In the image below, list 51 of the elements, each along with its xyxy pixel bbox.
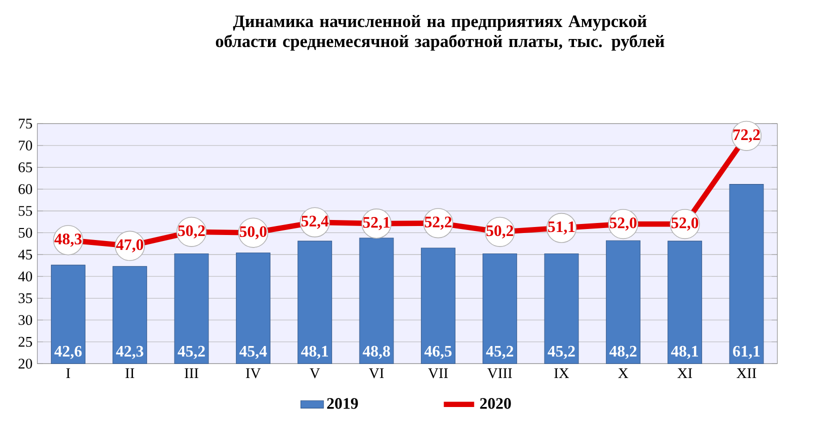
x-tick-label: VI bbox=[368, 368, 384, 378]
x-tick-label: VII bbox=[428, 368, 448, 378]
data-label: 47,0 bbox=[116, 239, 144, 252]
y-tick-label: 35 bbox=[18, 293, 32, 304]
data-label: 45,2 bbox=[178, 346, 205, 359]
data-label: 50,2 bbox=[178, 225, 205, 238]
x-tick-label: III bbox=[184, 368, 198, 378]
data-label: 52,1 bbox=[363, 217, 390, 230]
y-tick-label: 20 bbox=[18, 358, 32, 369]
data-label: 50,2 bbox=[486, 225, 514, 238]
data-label: 51,1 bbox=[548, 221, 575, 234]
y-tick-label: 55 bbox=[18, 206, 32, 216]
y-tick-label: 45 bbox=[18, 250, 32, 260]
data-label: 42,6 bbox=[54, 346, 82, 359]
data-label: 42,3 bbox=[116, 346, 144, 359]
data-label: 45,2 bbox=[486, 346, 514, 359]
legend-label: 2020 bbox=[480, 398, 511, 409]
y-tick-label: 50 bbox=[18, 228, 32, 238]
data-label: 52,2 bbox=[424, 216, 452, 230]
data-label: 48,1 bbox=[301, 346, 328, 359]
data-label: 61,1 bbox=[733, 346, 760, 359]
y-tick-label: 65 bbox=[18, 162, 32, 172]
data-label: 45,4 bbox=[239, 346, 267, 359]
y-tick-label: 60 bbox=[18, 184, 32, 194]
y-tick-label: 70 bbox=[18, 140, 32, 150]
data-label: 52,0 bbox=[671, 217, 698, 231]
y-tick-label: 30 bbox=[18, 315, 32, 325]
data-label: 45,2 bbox=[548, 346, 575, 359]
data-label: 48,8 bbox=[362, 346, 390, 359]
x-tick-label: IX bbox=[554, 368, 569, 378]
x-tick-label: IV bbox=[246, 368, 261, 378]
data-label: 46,5 bbox=[424, 346, 452, 359]
y-tick-label: 40 bbox=[18, 271, 32, 282]
x-tick-label: V bbox=[310, 368, 320, 378]
data-label: 72,2 bbox=[733, 129, 760, 142]
chart-title: Динамика начисленной на предприятиях Амурской области среднемесячной заработной платы, тыс. рублей bbox=[216, 15, 664, 51]
x-tick-label: X bbox=[618, 368, 628, 378]
data-label: 52,0 bbox=[610, 217, 637, 231]
x-tick-label: VIII bbox=[487, 368, 512, 378]
x-tick-label: XII bbox=[736, 368, 756, 378]
data-label: 48,2 bbox=[609, 346, 636, 359]
data-label: 52,4 bbox=[301, 216, 329, 229]
y-tick-label: 75 bbox=[18, 118, 32, 129]
x-tick-label: II bbox=[125, 368, 134, 378]
y-tick-label: 25 bbox=[18, 336, 32, 347]
x-tick-label: I bbox=[66, 368, 70, 378]
x-tick-label: XI bbox=[677, 368, 692, 378]
data-label: 48,3 bbox=[54, 234, 82, 247]
legend-label: 2019 bbox=[327, 398, 358, 409]
data-label: 48,1 bbox=[671, 346, 698, 359]
data-label: 50,0 bbox=[240, 226, 267, 240]
